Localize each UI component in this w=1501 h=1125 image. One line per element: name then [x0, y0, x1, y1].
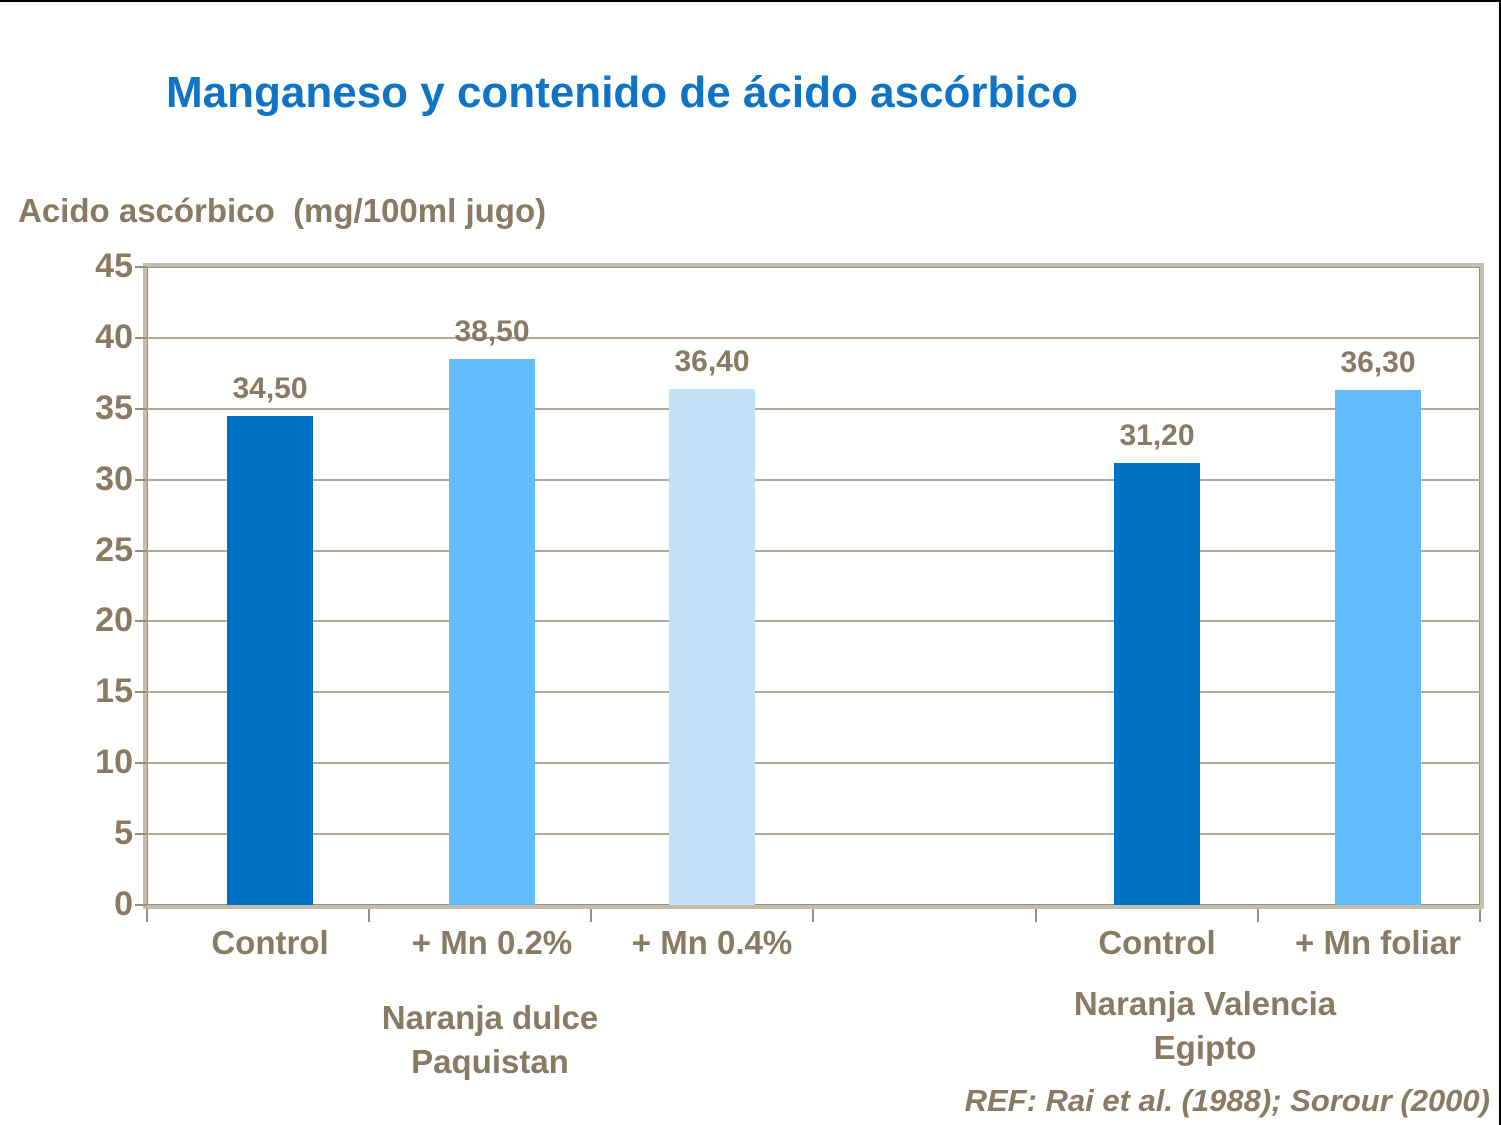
gridline-15	[147, 691, 1480, 694]
bar-control	[227, 415, 313, 905]
y-tick-mark-20	[135, 620, 147, 623]
plot-area	[143, 263, 1484, 909]
y-tick-label-10: 10	[95, 743, 133, 782]
category-label-0: Control	[211, 924, 329, 961]
y-tick-mark-15	[135, 691, 147, 694]
y-tick-label-20: 20	[95, 601, 133, 640]
gridline-30	[147, 478, 1480, 481]
gridline-20	[147, 620, 1480, 623]
gridline-5	[147, 833, 1480, 836]
group-label-line1: Naranja Valencia	[1073, 985, 1337, 1022]
bar-value-label-2: 36,40	[674, 344, 750, 378]
group-label-line1: Naranja dulce	[381, 999, 599, 1036]
y-tick-mark-45	[135, 266, 147, 268]
bar-value-label-4: 36,30	[1340, 346, 1416, 380]
y-tick-label-40: 40	[95, 317, 133, 356]
reference-citation: REF: Rai et al. (1988); Sorour (2000)	[964, 1083, 1490, 1118]
bar-value-label-0: 34,50	[232, 371, 308, 405]
y-tick-label-25: 25	[95, 530, 133, 569]
y-tick-label-45: 45	[95, 247, 133, 285]
category-label-1: + Mn 0.2%	[411, 924, 573, 961]
bar-value-label-3: 31,20	[1119, 418, 1195, 452]
y-tick-mark-35	[135, 407, 147, 410]
category-label-3: Control	[1098, 924, 1216, 961]
y-tick-label-30: 30	[95, 459, 133, 498]
y-tick-label-5: 5	[114, 814, 133, 853]
x-tick-mark-5	[1257, 909, 1259, 922]
y-tick-label-0: 0	[114, 885, 133, 923]
y-tick-mark-5	[135, 833, 147, 836]
gridline-10	[147, 762, 1480, 765]
y-tick-mark-25	[135, 549, 147, 552]
group-label-line2: Egipto	[1153, 1029, 1257, 1066]
y-tick-mark-10	[135, 762, 147, 765]
y-tick-mark-40	[135, 336, 147, 339]
window-top-edge-line	[0, 0, 1501, 2]
gridline-35	[147, 407, 1480, 410]
category-label-2: + Mn 0.4%	[631, 924, 793, 961]
bar--mn-0-4-	[669, 388, 755, 905]
bar-control	[1114, 462, 1200, 905]
gridline-25	[147, 549, 1480, 552]
group-label-naranja-valencia: Naranja Valencia Egipto	[1005, 982, 1405, 1070]
x-tick-mark-6	[1479, 909, 1481, 922]
x-tick-mark-2	[590, 909, 592, 922]
y-tick-mark-0	[135, 904, 147, 906]
y-tick-label-35: 35	[95, 388, 133, 427]
bar-value-label-1: 38,50	[454, 315, 530, 349]
window-right-edge-line	[1499, 0, 1501, 1125]
y-axis-title: Acido ascórbico (mg/100ml jugo)	[18, 192, 547, 229]
x-tick-mark-0	[146, 909, 148, 922]
x-tick-mark-3	[812, 909, 814, 922]
y-tick-label-15: 15	[95, 672, 133, 711]
gridline-40	[147, 336, 1480, 339]
x-tick-mark-4	[1035, 909, 1037, 922]
bar--mn-foliar	[1335, 390, 1421, 905]
x-tick-mark-1	[368, 909, 370, 922]
category-label-4: + Mn foliar	[1295, 924, 1461, 961]
bar--mn-0-2-	[449, 359, 535, 905]
chart-title: Manganeso y contenido de ácido ascórbico	[166, 68, 1078, 117]
y-tick-mark-30	[135, 478, 147, 481]
group-label-naranja-dulce: Naranja dulce Paquistan	[290, 996, 690, 1084]
group-label-line2: Paquistan	[411, 1043, 569, 1080]
